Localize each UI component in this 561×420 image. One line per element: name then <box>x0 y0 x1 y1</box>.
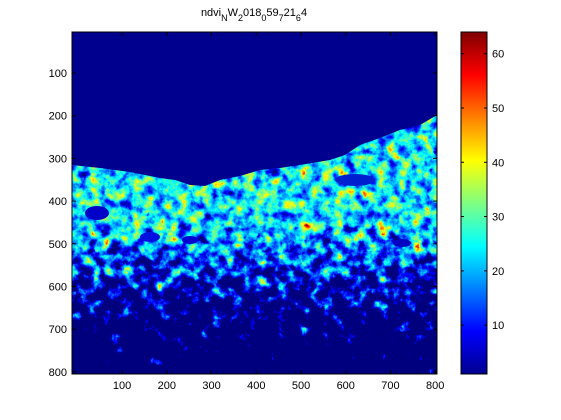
x-tick-label: 800 <box>426 380 444 392</box>
chart-title: ndviNW201805972164 <box>201 7 307 23</box>
title-subscript: 6 <box>296 13 301 23</box>
x-tick-label: 500 <box>292 380 310 392</box>
y-tick-label: 600 <box>49 281 67 293</box>
title-part: 59 <box>266 7 278 19</box>
x-tick-label: 400 <box>247 380 265 392</box>
title-subscript: 0 <box>261 13 266 23</box>
title-part: 21 <box>284 7 296 19</box>
x-tick-label: 600 <box>337 380 355 392</box>
title-part: W <box>228 7 239 19</box>
y-tick-label: 400 <box>49 196 67 208</box>
y-tick-label: 700 <box>49 324 67 336</box>
title-subscript: 7 <box>279 13 284 23</box>
title-part: 4 <box>301 7 307 19</box>
colorbar <box>460 31 488 375</box>
image <box>72 32 437 374</box>
colorbar-axis: 10 20 30 40 50 60 <box>461 49 504 332</box>
title-part: ndvi <box>201 7 221 19</box>
water-patch <box>85 206 109 220</box>
water-patch <box>182 236 198 244</box>
water-patch <box>140 232 160 242</box>
y-tick-label: 500 <box>49 239 67 251</box>
colorbar-tick-label: 30 <box>492 212 504 224</box>
x-tick-label: 700 <box>381 380 399 392</box>
colorbar-tick-label: 10 <box>492 320 504 332</box>
x-tick-label: 200 <box>158 380 176 392</box>
y-tick-label: 100 <box>49 68 67 80</box>
water-patch <box>393 239 411 247</box>
x-tick-label: 300 <box>202 380 220 392</box>
axes-box <box>71 31 438 375</box>
x-tick-label: 100 <box>113 380 131 392</box>
title-part: 018 <box>243 7 261 19</box>
colorbar-tick-label: 50 <box>492 103 504 115</box>
colorbar-tick-label: 20 <box>492 266 504 278</box>
y-tick-label: 200 <box>49 111 67 123</box>
axes: 100 200 300 400 500 600 700 800 100 200 300 400 500 6… <box>49 32 444 392</box>
water-patch <box>335 174 375 186</box>
y-tick-label: 800 <box>49 367 67 379</box>
water-region <box>72 32 437 186</box>
colorbar-tick-label: 40 <box>492 157 504 169</box>
title-subscript: N <box>221 13 228 23</box>
colorbar-tick-label: 60 <box>492 49 504 61</box>
y-tick-label: 300 <box>49 153 67 165</box>
title-subscript: 2 <box>238 13 243 23</box>
